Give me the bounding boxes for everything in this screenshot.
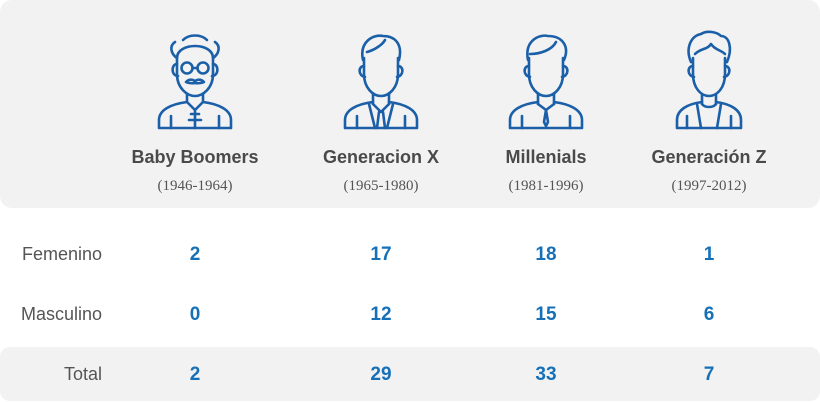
cell-femenino-generacion-x: 17 <box>370 244 392 265</box>
generation-z: Generación Z (1997-2012) <box>609 0 809 208</box>
cell-total-generacion-x: 29 <box>370 364 392 385</box>
generation-name: Generación Z <box>651 147 767 167</box>
header-panel <box>0 0 820 208</box>
generation-years: (1981-1996) <box>508 178 584 194</box>
teen-icon <box>667 28 751 130</box>
businessman-icon <box>339 28 423 130</box>
cell-femenino-baby-boomers: 2 <box>189 244 201 265</box>
generation-x: Generacion X (1965-1980) <box>281 0 481 208</box>
row-label-femenino: Femenino <box>21 244 102 264</box>
cell-masculino-generacion-x: 12 <box>370 304 392 325</box>
row-label-total: Total <box>63 364 102 384</box>
cell-total-millenials: 33 <box>535 364 557 385</box>
generation-baby-boomers: Baby Boomers (1946-1964) <box>95 0 295 208</box>
young-man-icon <box>504 28 588 130</box>
generation-name: Baby Boomers <box>131 147 259 167</box>
cell-masculino-baby-boomers: 0 <box>189 304 201 325</box>
elderly-man-icon <box>153 28 237 130</box>
generation-years: (1946-1964) <box>157 178 233 194</box>
cell-femenino-millenials: 18 <box>535 244 557 265</box>
generation-millenials: Millenials (1981-1996) <box>446 0 646 208</box>
generation-name: Millenials <box>505 147 587 167</box>
row-label-masculino: Masculino <box>20 304 102 324</box>
cell-masculino-millenials: 15 <box>535 304 557 325</box>
total-row-background <box>0 347 820 401</box>
generation-name: Generacion X <box>322 147 440 167</box>
cell-total-generacion-z: 7 <box>703 364 715 385</box>
generation-years: (1965-1980) <box>343 178 419 194</box>
cell-masculino-generacion-z: 6 <box>703 304 715 325</box>
cell-femenino-generacion-z: 1 <box>703 244 715 265</box>
generation-years: (1997-2012) <box>671 178 747 194</box>
cell-total-baby-boomers: 2 <box>189 364 201 385</box>
